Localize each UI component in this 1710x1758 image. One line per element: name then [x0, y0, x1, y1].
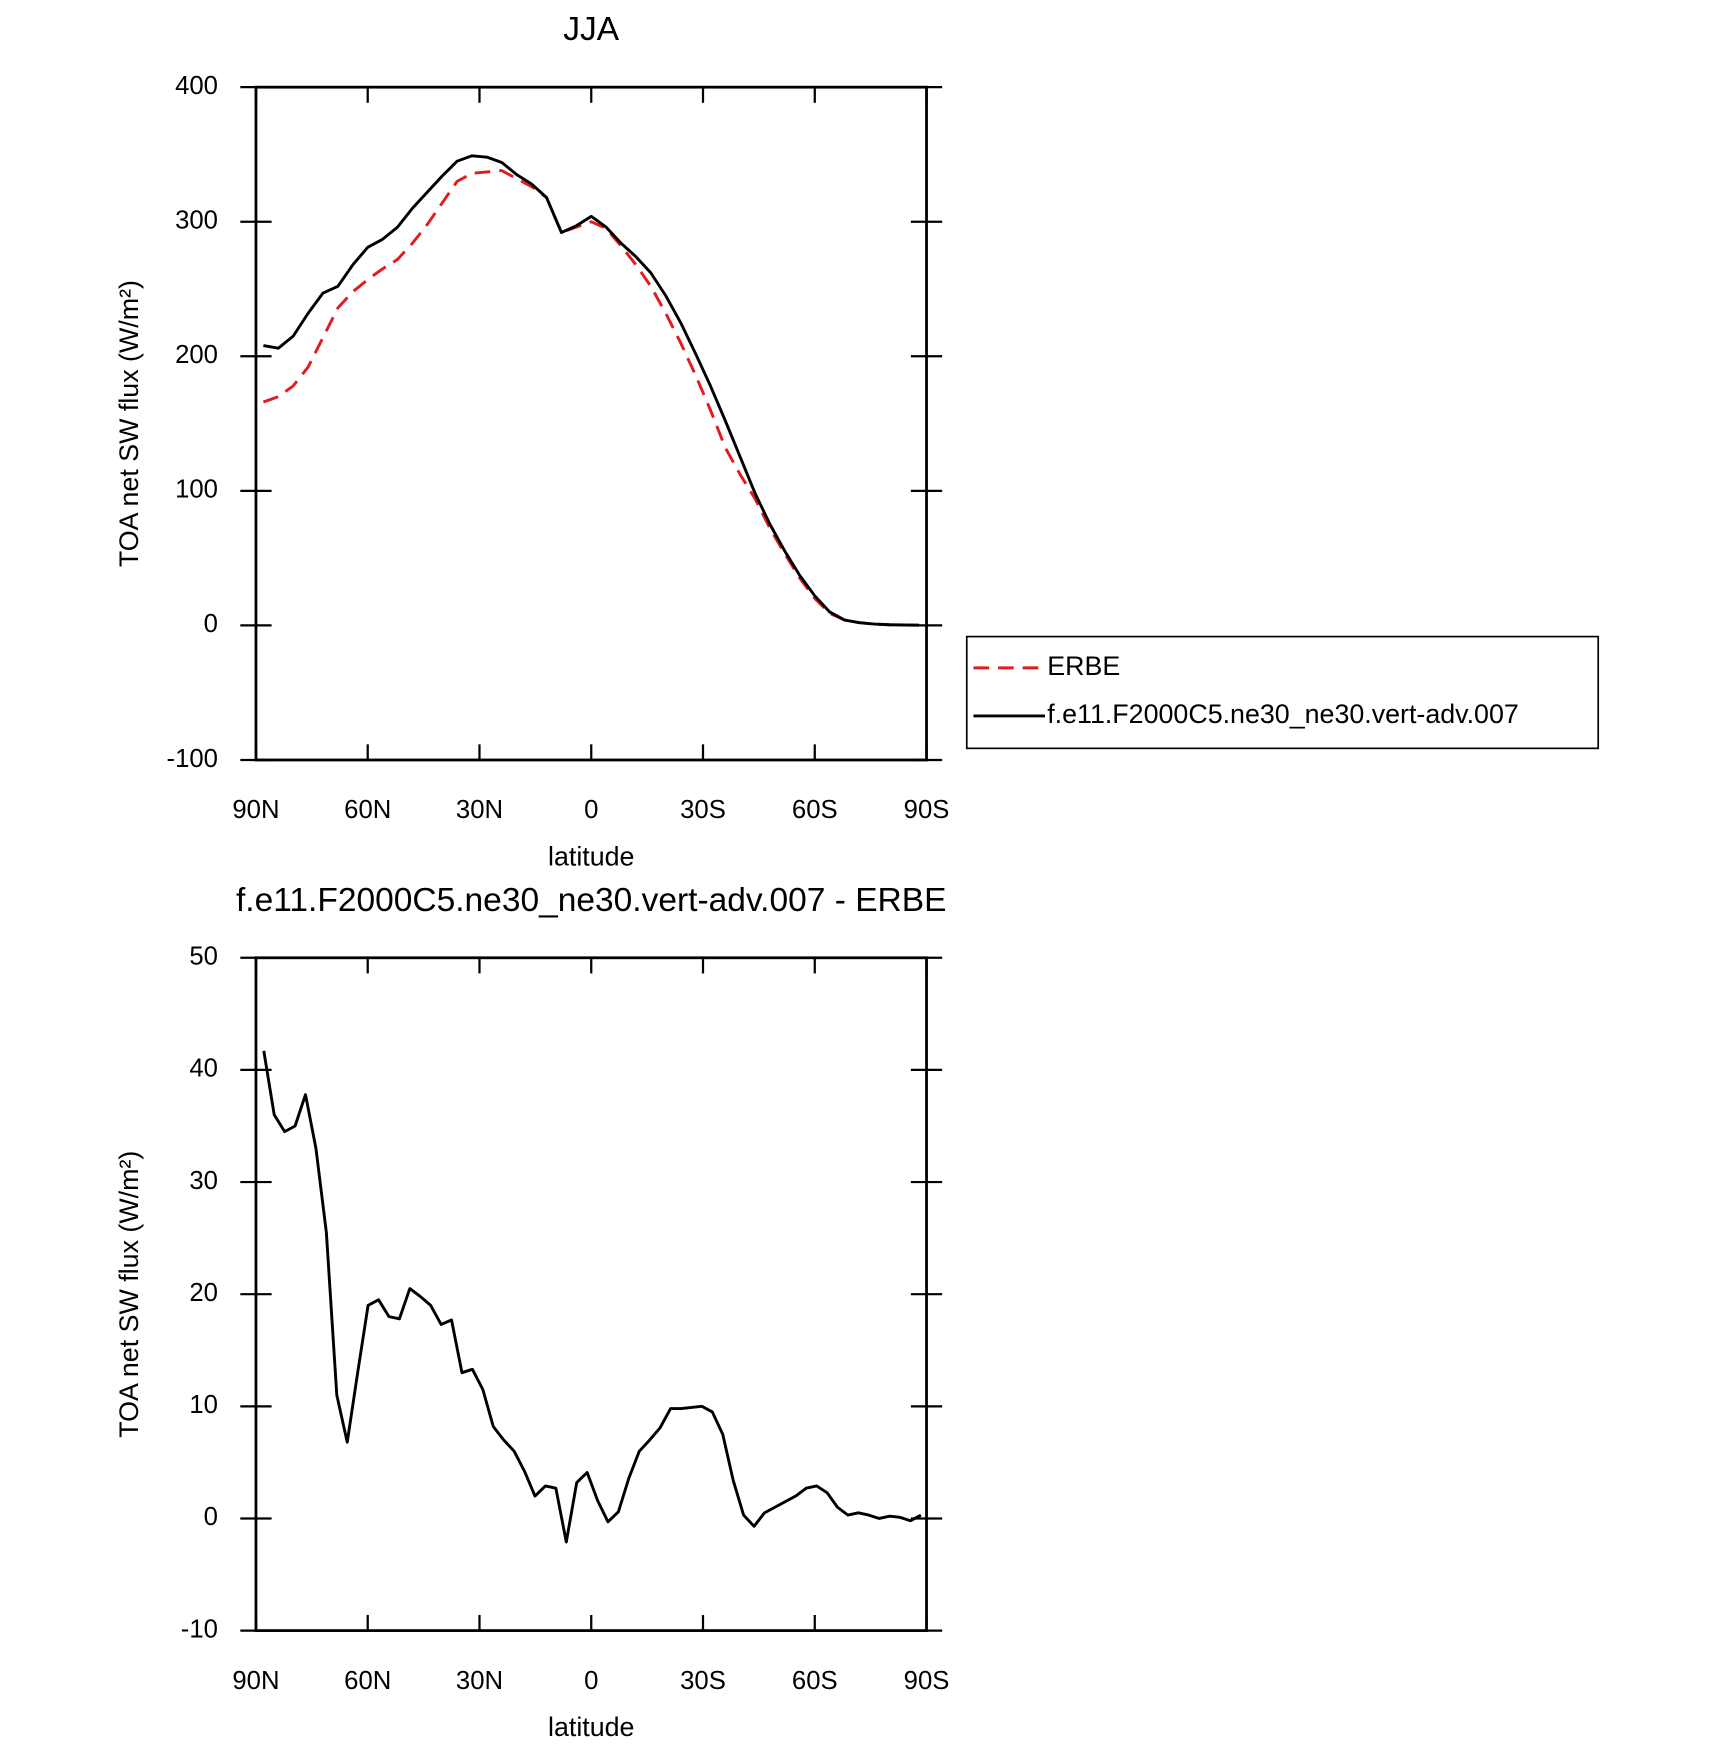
- x-tick-label: 60N: [344, 1667, 391, 1695]
- x-axis-label: latitude: [548, 1712, 634, 1742]
- y-tick-label: 300: [175, 207, 218, 235]
- plot-frame: [254, 85, 928, 762]
- y-tick-label: 100: [175, 476, 218, 504]
- series-line: [262, 1050, 922, 1544]
- y-tick-label: -100: [167, 745, 218, 773]
- chart-title: f.e11.F2000C5.ne30_ne30.vert-adv.007 - E…: [236, 882, 947, 919]
- y-tick-label: 50: [189, 943, 218, 971]
- x-tick-label: 30N: [456, 1667, 503, 1695]
- x-tick-label: 30N: [456, 796, 503, 824]
- panel: JJA latitude TOA net SW flux (W/m²) 90N 60N 3…: [114, 11, 1600, 871]
- legend-box: [965, 635, 1600, 750]
- panel: f.e11.F2000C5.ne30_ne30.vert-adv.007 - E…: [114, 882, 950, 1742]
- y-axis-label: TOA net SW flux (W/m²): [114, 280, 144, 567]
- x-tick-label: 30S: [680, 1667, 726, 1695]
- y-tick-label: 40: [189, 1055, 218, 1083]
- x-tick-label: 60S: [792, 1667, 838, 1695]
- x-tick-label: 90N: [232, 796, 279, 824]
- x-tick-label: 0: [584, 796, 598, 824]
- x-axis-label: latitude: [548, 841, 634, 871]
- legend-label: ERBE: [1047, 651, 1120, 681]
- chart-title: JJA: [563, 11, 620, 48]
- x-tick-label: 0: [584, 1667, 598, 1695]
- y-tick-label: 30: [189, 1167, 218, 1195]
- series-line: [262, 169, 920, 627]
- y-tick-label: -10: [181, 1615, 218, 1643]
- y-tick-label: 0: [204, 1503, 218, 1531]
- x-tick-label: 90S: [904, 796, 950, 824]
- series-line: [263, 154, 920, 627]
- y-tick-label: 200: [175, 341, 218, 369]
- x-tick-label: 90N: [232, 1667, 279, 1695]
- x-tick-label: 60N: [344, 796, 391, 824]
- y-tick-label: 0: [204, 610, 218, 638]
- x-tick-label: 90S: [904, 1667, 950, 1695]
- y-tick-label: 400: [175, 72, 218, 100]
- y-axis-label: TOA net SW flux (W/m²): [114, 1151, 144, 1438]
- y-tick-label: 10: [189, 1391, 218, 1419]
- legend-label: f.e11.F2000C5.ne30_ne30.vert-adv.007: [1047, 699, 1519, 729]
- plot-frame: [254, 956, 928, 1632]
- x-tick-label: 30S: [680, 796, 726, 824]
- y-tick-label: 20: [189, 1279, 218, 1307]
- x-tick-label: 60S: [792, 796, 838, 824]
